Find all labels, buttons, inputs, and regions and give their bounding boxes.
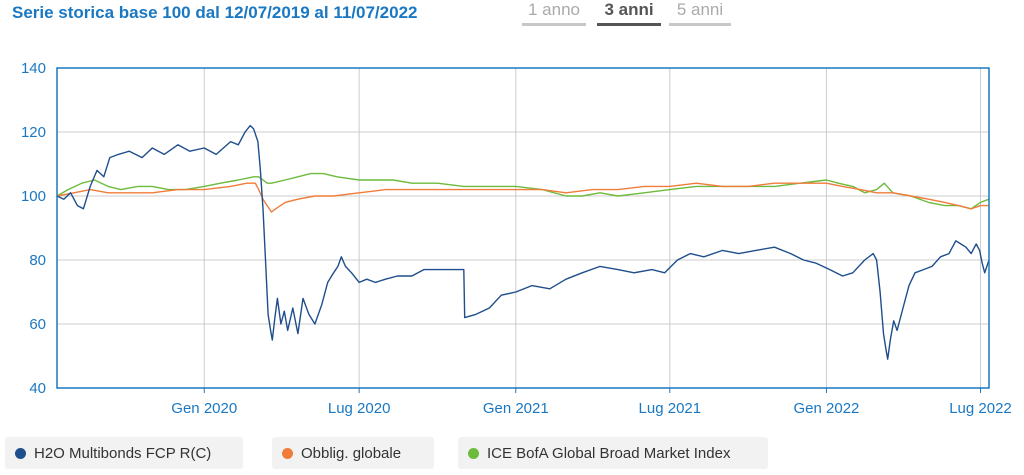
series-lines [56, 124, 990, 360]
chart-title: Serie storica base 100 dal 12/07/2019 al… [12, 3, 418, 22]
x-tick-label: Gen 2021 [483, 400, 549, 417]
series-line-obblig-globale [56, 182, 989, 213]
x-tick-label: Lug 2022 [949, 400, 1012, 417]
legend-label: ICE BofA Global Broad Market Index [487, 444, 731, 462]
y-tick-label: 40 [29, 380, 46, 397]
legend-dot [15, 447, 26, 459]
tab-label: 3 anni [604, 0, 654, 19]
x-tick-label: Gen 2022 [793, 400, 859, 417]
y-tick-label: 60 [29, 316, 46, 333]
x-axis-labels: Gen 2020 Lug 2020 Gen 2021 Lug 2021 Gen 2022… [171, 400, 1011, 417]
tab-label: 1 anno [528, 0, 580, 19]
plot-frame [56, 67, 990, 389]
legend-label: Obblig. globale [301, 444, 402, 462]
tab-underline [522, 23, 586, 26]
tab-label: 5 anni [676, 0, 724, 19]
tab-1-anno[interactable]: 1 anno [522, 0, 586, 26]
y-tick-label: 100 [21, 188, 46, 205]
series-line-ice-bofa-global-broad-market-index [56, 172, 990, 210]
legend-item-h2o[interactable]: H2O Multibonds FCP R(C) [5, 437, 243, 469]
y-axis-labels: 40 60 80 100 120 140 [21, 60, 46, 397]
legend-dot [282, 447, 293, 459]
y-tick-label: 120 [21, 124, 46, 141]
grid-lines [57, 67, 989, 393]
tab-underline [597, 23, 661, 26]
y-tick-label: 140 [21, 60, 46, 77]
legend-dot [468, 447, 479, 459]
series-line-h2o-multibonds-fcp-r-c [56, 124, 990, 360]
x-tick-label: Lug 2020 [328, 400, 391, 417]
y-tick-label: 80 [29, 252, 46, 269]
x-tick-label: Lug 2021 [639, 400, 702, 417]
tab-5-anni[interactable]: 5 anni [669, 0, 731, 26]
x-tick-label: Gen 2020 [171, 400, 237, 417]
legend-item-ice-bofa[interactable]: ICE BofA Global Broad Market Index [458, 437, 768, 469]
tab-underline [669, 23, 731, 26]
legend-label: H2O Multibonds FCP R(C) [34, 444, 212, 462]
legend-item-obblig[interactable]: Obblig. globale [272, 437, 434, 469]
tab-3-anni[interactable]: 3 anni [597, 0, 661, 26]
line-chart: 40 60 80 100 120 140 Gen 2020 Lug 2020 Gen 2021… [21, 60, 1012, 417]
